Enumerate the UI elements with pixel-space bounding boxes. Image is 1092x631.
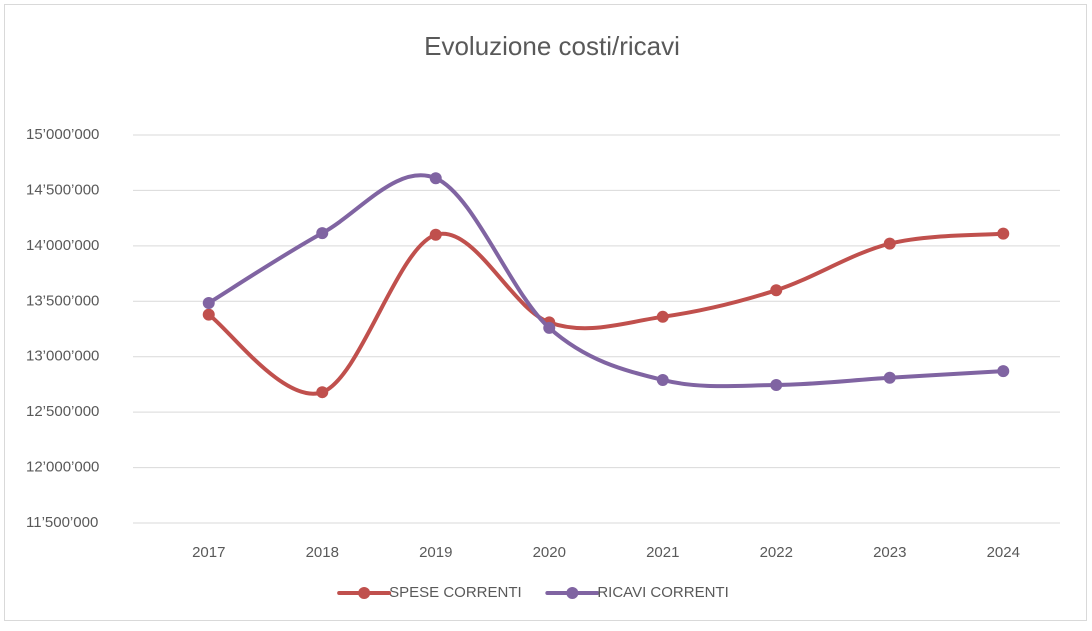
y-tick-label: 13’500’000: [26, 292, 99, 309]
data-point: [883, 237, 896, 250]
legend-marker: [566, 587, 579, 599]
data-point: [997, 227, 1010, 240]
x-tick-label: 2017: [192, 544, 225, 561]
y-tick-label: 12’500’000: [26, 403, 99, 420]
data-point: [656, 373, 669, 386]
data-point: [316, 386, 329, 399]
chart-frame: [4, 4, 1087, 621]
data-point: [883, 371, 896, 384]
series-line: [206, 173, 1006, 389]
y-tick-label: 14’500’000: [26, 181, 99, 198]
y-tick-label: 11’500’000: [26, 514, 98, 531]
y-tick-label: 12’000’000: [26, 459, 99, 476]
data-point: [316, 227, 329, 240]
data-point: [543, 321, 556, 334]
data-point: [429, 228, 442, 241]
x-tick-label: 2024: [987, 544, 1020, 561]
y-tick-label: 15’000’000: [26, 126, 99, 143]
x-tick-label: 2020: [533, 544, 566, 561]
data-point: [770, 284, 783, 297]
data-point: [429, 172, 442, 185]
x-tick-label: 2021: [646, 544, 679, 561]
chart-title: Evoluzione costi/ricavi: [424, 31, 680, 61]
legend-label: RICAVI CORRENTI: [597, 584, 728, 601]
y-tick-label: 14’000’000: [26, 237, 99, 254]
data-point: [770, 378, 783, 391]
data-point: [997, 365, 1010, 378]
x-tick-label: 2023: [873, 544, 906, 561]
data-point: [656, 310, 669, 323]
data-point: [202, 308, 215, 321]
x-tick-label: 2022: [760, 544, 793, 561]
data-point: [202, 296, 215, 309]
legend-marker: [358, 587, 371, 599]
y-tick-label: 13’000’000: [26, 348, 99, 365]
legend-label: SPESE CORRENTI: [389, 584, 522, 601]
x-tick-label: 2019: [419, 544, 452, 561]
x-tick-label: 2018: [306, 544, 339, 561]
series-line: [206, 231, 1006, 396]
